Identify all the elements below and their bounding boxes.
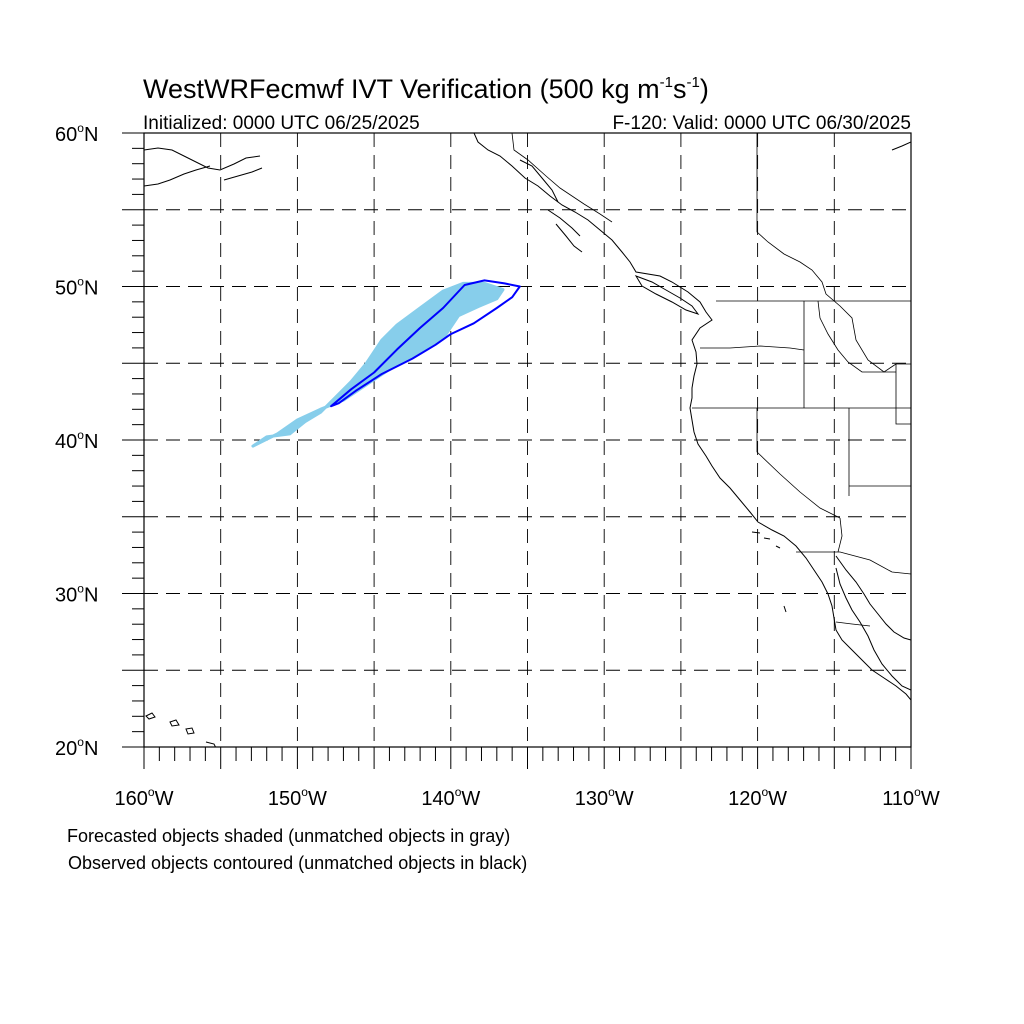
- figure-title: WestWRFecmwf IVT Verification (500 kg m-…: [143, 74, 709, 104]
- observed-ivt-object: [330, 279, 521, 408]
- alaska-peninsula: [144, 147, 263, 187]
- lon-tick-label: 150oW: [268, 785, 327, 810]
- lat-tick-label: 60oN: [55, 121, 98, 146]
- lon-tick-label: 140oW: [421, 785, 480, 810]
- latitude-tick-labels: 60oN 50oN 40oN 30oN 20oN: [55, 121, 98, 760]
- north-america-coast: [473, 133, 911, 701]
- axis-minor-ticks: [122, 132, 912, 769]
- lat-tick-label: 40oN: [55, 428, 98, 453]
- idaho-montana-border: [817, 300, 896, 373]
- observed-objects-note: Observed objects contoured (unmatched ob…: [68, 853, 527, 873]
- lon-tick-label: 160oW: [115, 785, 174, 810]
- forecast-ivt-object: [251, 281, 505, 448]
- washington-oregon-border: [700, 345, 805, 351]
- forecast-objects-note: Forecasted objects shaded (unmatched obj…: [67, 826, 510, 846]
- coastlines: [144, 133, 911, 747]
- vancouver-island: [634, 275, 700, 315]
- lon-tick-label: 110oW: [882, 785, 940, 810]
- lat-tick-label: 20oN: [55, 735, 98, 760]
- verification-objects: [251, 279, 521, 448]
- channel-islands: [751, 531, 787, 613]
- lon-tick-label: 130oW: [575, 785, 634, 810]
- alaska-canada-border: [511, 133, 613, 223]
- lat-tick-label: 50oN: [55, 275, 98, 300]
- northeast-coast: [891, 141, 911, 151]
- hawaiian-islands: [145, 712, 217, 747]
- mainland-mexico-coast: [835, 567, 911, 691]
- lat-tick-label: 30oN: [55, 582, 98, 607]
- valid-time-label: F-120: Valid: 0000 UTC 06/30/2025: [612, 113, 911, 134]
- canada-provincial-border: [756, 133, 897, 373]
- california-nevada-border: [756, 408, 841, 519]
- political-boundaries: [511, 133, 911, 627]
- longitude-tick-labels: 160oW 150oW 140oW 130oW 120oW 110oW: [115, 785, 940, 810]
- baja-state-border: [835, 621, 871, 627]
- init-time-label: Initialized: 0000 UTC 06/25/2025: [143, 113, 420, 134]
- map-panel: 160oW 150oW 140oW 130oW 120oW 110oW 60oN 50oN 4…: [55, 121, 940, 810]
- alaska-islands: [519, 159, 583, 253]
- montana-wyoming-border: [895, 363, 911, 425]
- arizona-california-border: [837, 517, 843, 553]
- lon-tick-label: 120oW: [728, 785, 787, 810]
- gulf-of-california-coast: [835, 555, 911, 641]
- us-mexico-border: [796, 551, 911, 575]
- lat-lon-grid: [144, 133, 911, 747]
